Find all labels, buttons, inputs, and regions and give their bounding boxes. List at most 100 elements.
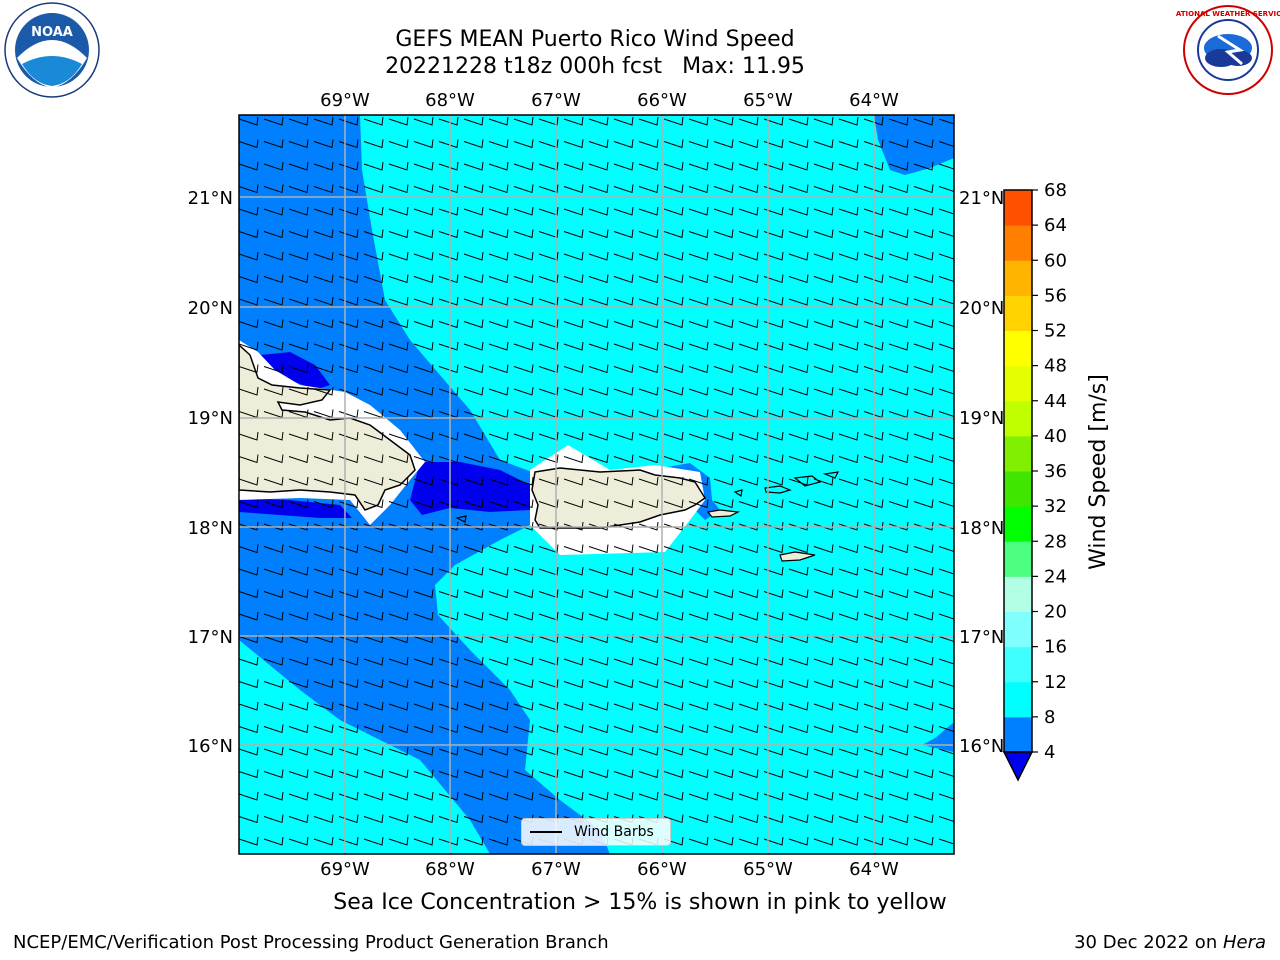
- wind-barb: [613, 634, 634, 644]
- wind-barb: [413, 791, 434, 801]
- wind-barb: [463, 679, 484, 689]
- wind-barb: [239, 476, 259, 486]
- wind-barb: [538, 499, 559, 509]
- wind-barb: [588, 296, 609, 306]
- wind-barb: [738, 454, 759, 464]
- colorbar-tick-label: 56: [1044, 285, 1067, 306]
- wind-barb: [239, 206, 259, 216]
- wind-barb: [513, 431, 534, 441]
- wind-barb: [938, 793, 954, 800]
- wind-barb: [638, 746, 659, 756]
- wind-barb: [713, 814, 734, 824]
- wind-barb: [438, 476, 459, 486]
- wind-barb: [388, 701, 409, 711]
- wind-barb: [888, 611, 909, 621]
- wind-barb: [888, 116, 909, 126]
- wind-barb: [388, 634, 409, 644]
- wind-barb: [538, 161, 559, 171]
- colorbar-segment: [1004, 611, 1032, 648]
- wind-barb: [563, 566, 584, 576]
- wind-barb: [313, 206, 334, 216]
- wind-barb: [763, 364, 784, 374]
- wind-barb: [638, 251, 659, 261]
- wind-barb: [263, 454, 284, 464]
- colorbar-segment: [1004, 400, 1032, 437]
- wind-barb: [513, 184, 534, 194]
- wind-barb: [813, 521, 834, 531]
- wind-barb: [488, 251, 509, 261]
- wind-barb: [313, 229, 334, 239]
- wind-barb: [763, 184, 784, 194]
- wind-barb: [663, 229, 684, 239]
- wind-barb: [813, 274, 834, 284]
- wind-barb: [239, 139, 259, 149]
- wind-barb: [463, 341, 484, 351]
- wind-barb: [863, 206, 884, 216]
- wind-barb: [288, 544, 309, 554]
- wind-barb: [438, 679, 459, 689]
- wind-barb: [813, 431, 834, 441]
- wind-barb: [538, 476, 559, 486]
- wind-barb: [813, 386, 834, 396]
- wind-barb: [663, 206, 684, 216]
- wind-barb: [513, 656, 534, 666]
- wind-barb: [239, 296, 259, 306]
- wind-barb: [913, 656, 934, 666]
- wind-barb: [788, 589, 809, 599]
- wind-barb: [788, 229, 809, 239]
- wind-barb: [688, 251, 709, 261]
- wind-barb: [488, 184, 509, 194]
- wind-barb: [913, 499, 934, 509]
- wind-barb: [638, 431, 659, 441]
- lat-label-left: 17°N: [188, 627, 233, 648]
- wind-barb: [438, 206, 459, 216]
- wind-barb: [663, 274, 684, 284]
- wind-barb: [588, 634, 609, 644]
- wind-barb: [813, 544, 834, 554]
- sea-ice-note: Sea Ice Concentration > 15% is shown in …: [333, 890, 947, 915]
- wind-barb: [613, 206, 634, 216]
- wind-barb: [913, 319, 934, 329]
- colorbar-label: Wind Speed [m/s]: [1086, 374, 1111, 570]
- wind-barb: [438, 791, 459, 801]
- wind-barb: [688, 206, 709, 216]
- wind-barb: [788, 544, 809, 554]
- wind-barb: [788, 634, 809, 644]
- wind-barb: [638, 296, 659, 306]
- wind-barb: [813, 656, 834, 666]
- wind-barb: [588, 746, 609, 756]
- wind-barb: [463, 364, 484, 374]
- wind-barb: [313, 566, 334, 576]
- wind-barb: [913, 724, 934, 734]
- wind-barb: [413, 296, 434, 306]
- wind-barb: [913, 701, 934, 711]
- wind-barb: [863, 229, 884, 239]
- wind-barb: [938, 298, 954, 305]
- wind-barb: [688, 746, 709, 756]
- colorbar-tick-label: 16: [1044, 637, 1067, 658]
- wind-barb: [413, 701, 434, 711]
- wind-barb: [538, 386, 559, 396]
- wind-barb: [938, 411, 954, 418]
- wind-barb: [888, 499, 909, 509]
- wind-barb: [413, 544, 434, 554]
- wind-barb: [688, 656, 709, 666]
- wind-barb: [388, 161, 409, 171]
- wind-barb: [738, 814, 759, 824]
- wind-barb: [763, 589, 784, 599]
- wind-barb: [763, 386, 784, 396]
- wind-barb: [738, 296, 759, 306]
- wind-barb: [913, 476, 934, 486]
- wind-barb: [813, 296, 834, 306]
- wind-barb: [938, 703, 954, 710]
- colorbar-segment: [1004, 646, 1032, 683]
- wind-barb: [863, 431, 884, 441]
- wind-barb: [813, 319, 834, 329]
- land-islet-2: [779, 551, 816, 562]
- colorbar-tick-label: 64: [1044, 215, 1067, 236]
- wind-barb: [738, 386, 759, 396]
- wind-barb: [438, 656, 459, 666]
- chart-subtitle-run: 20221228 t18z 000h fcst Max: 11.95: [0, 54, 1190, 79]
- wind-barb: [563, 161, 584, 171]
